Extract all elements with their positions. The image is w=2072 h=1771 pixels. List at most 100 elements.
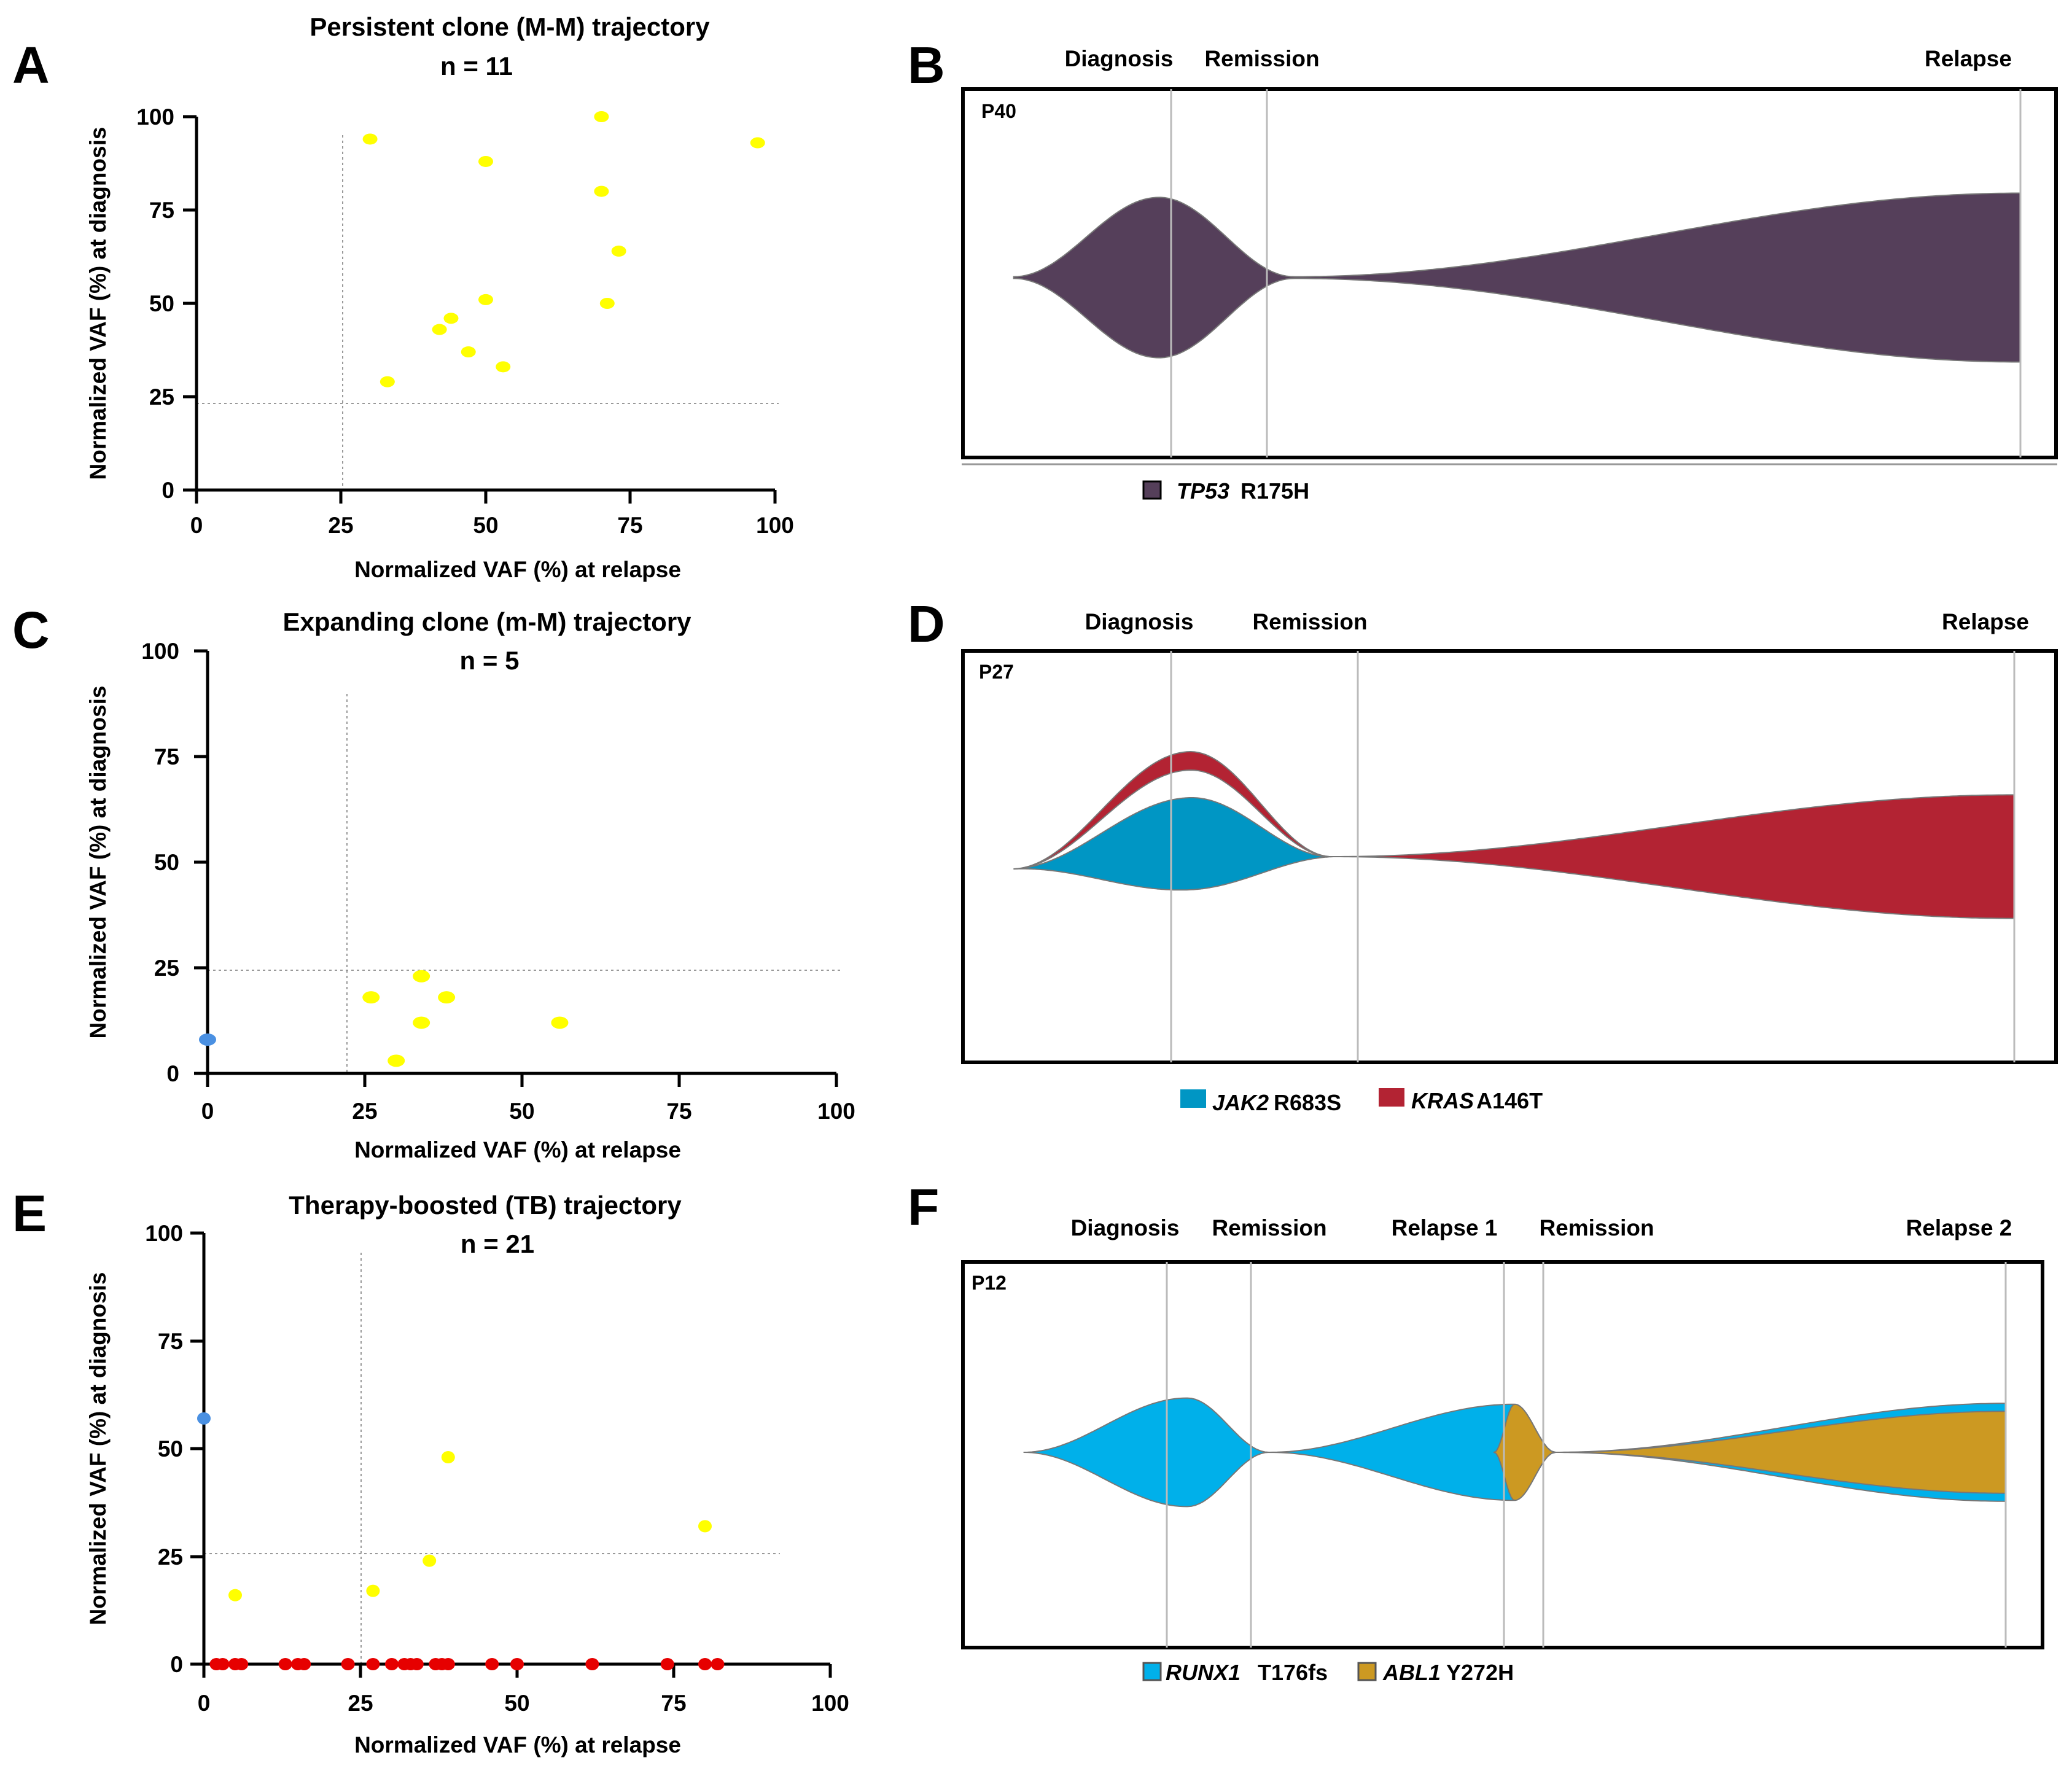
legend-gene-jak2: JAK2 (1212, 1090, 1269, 1115)
data-point-yellow (362, 133, 378, 145)
x-ticks (206, 1073, 838, 1087)
clone-jak2 (1013, 797, 1334, 891)
panel-letter-b: B (908, 36, 945, 94)
data-point-blue (199, 1033, 216, 1046)
data-point-yellow (611, 245, 626, 257)
x-ticks (195, 490, 777, 504)
data-point-red (441, 1658, 455, 1670)
legend-gene-tp53: TP53 (1177, 478, 1229, 504)
data-point-yellow (413, 1016, 430, 1029)
data-point-yellow (698, 1520, 712, 1533)
chart-subtitle: n = 21 (461, 1229, 534, 1258)
clone-tp53 (1013, 192, 2021, 363)
data-point-yellow (438, 991, 456, 1004)
y-axis-label: Normalized VAF (%) at diagnosis (85, 686, 111, 1039)
y-tick-label: 75 (158, 1329, 183, 1354)
data-point-yellow (380, 376, 395, 387)
scatter-panel-expanding: Expanding clone (m-M) trajectory n = 5 0… (85, 607, 855, 1162)
data-point-yellow (413, 970, 430, 983)
x-tick-label: 75 (617, 513, 642, 538)
y-tick-label: 0 (170, 1652, 183, 1677)
data-point-yellow (432, 324, 447, 335)
data-points (197, 1412, 725, 1670)
data-points (199, 970, 569, 1067)
chart-subtitle: n = 5 (460, 646, 520, 675)
legend-variant-tp53: R175H (1240, 478, 1309, 504)
clone-shapes (1023, 1397, 2006, 1508)
data-point-red (410, 1658, 424, 1670)
patient-id: P12 (972, 1272, 1007, 1294)
x-tick-label: 25 (352, 1099, 377, 1124)
fishplot-frame (961, 649, 2058, 1064)
x-tick-label: 100 (756, 513, 794, 538)
x-axis-label: Normalized VAF (%) at relapse (354, 1137, 681, 1162)
data-point-red (660, 1658, 674, 1670)
panel-letter-e: E (12, 1185, 47, 1242)
legend-swatch-runx1 (1142, 1662, 1162, 1681)
x-tick-label: 0 (201, 1099, 214, 1124)
data-point-yellow (551, 1016, 569, 1029)
data-point-yellow (461, 346, 476, 358)
data-point-blue (197, 1412, 211, 1425)
data-point-yellow (478, 294, 493, 305)
legend-swatch-tp53 (1142, 480, 1162, 500)
y-tick-label: 50 (158, 1436, 183, 1462)
x-tick-label: 75 (661, 1691, 686, 1716)
chart-title: Therapy-boosted (TB) trajectory (289, 1191, 682, 1220)
data-point-red (585, 1658, 599, 1670)
legend-variant-runx1: T176fs (1258, 1660, 1328, 1685)
legend-gene-runx1: RUNX1 (1166, 1660, 1240, 1685)
y-tick-label: 25 (158, 1544, 183, 1570)
panel-letter-a: A (12, 36, 50, 94)
fishplot-panel-p40: Diagnosis Remission Relapse P40 TP53 R17… (961, 46, 2058, 504)
y-tick-label: 25 (154, 956, 179, 981)
data-point-yellow (443, 313, 459, 324)
scatter-panel-therapy-boosted: Therapy-boosted (TB) trajectory n = 21 0… (85, 1191, 849, 1757)
chart-title: Expanding clone (m-M) trajectory (282, 607, 691, 636)
y-tick-label: 50 (149, 291, 174, 316)
x-tick-label: 0 (190, 513, 203, 538)
timepoint-label: Relapse (1925, 46, 2012, 71)
data-point-yellow (366, 1584, 380, 1597)
timepoint-label: Relapse 2 (1906, 1215, 2012, 1240)
fishplot-frame (961, 87, 2058, 459)
chart-title: Persistent clone (M-M) trajectory (310, 12, 710, 41)
legend-variant-jak2: R683S (1274, 1090, 1341, 1115)
legend-swatch-abl1 (1357, 1662, 1377, 1681)
data-point-red (341, 1658, 355, 1670)
x-tick-label: 25 (348, 1691, 373, 1716)
data-point-yellow (423, 1554, 437, 1567)
clone-shapes (1013, 192, 2021, 363)
legend-swatch-jak2 (1180, 1089, 1206, 1108)
data-point-yellow (599, 298, 615, 309)
timepoint-label: Remission (1204, 46, 1319, 71)
data-point-yellow (478, 155, 493, 167)
x-tick-label: 100 (811, 1691, 849, 1716)
timepoint-label: Relapse (1942, 609, 2029, 634)
data-point-red (216, 1658, 230, 1670)
scatter-panel-persistent: Persistent clone (M-M) trajectory n = 11… (85, 12, 794, 582)
x-tick-label: 25 (328, 513, 353, 538)
data-point-red (366, 1658, 380, 1670)
x-axis-label: Normalized VAF (%) at relapse (354, 557, 681, 582)
y-axis-label: Normalized VAF (%) at diagnosis (85, 127, 111, 480)
timepoint-label: Remission (1212, 1215, 1326, 1240)
y-tick-label: 0 (162, 478, 174, 503)
timepoint-label: Relapse 1 (1392, 1215, 1498, 1240)
legend-variant-abl1: Y272H (1446, 1660, 1514, 1685)
y-tick-label: 0 (166, 1061, 179, 1086)
data-point-yellow (594, 185, 609, 197)
data-point-red (698, 1658, 712, 1670)
data-point-yellow (362, 991, 380, 1004)
x-tick-label: 50 (509, 1099, 534, 1124)
data-point-red (278, 1658, 292, 1670)
legend: RUNX1 T176fs ABL1 Y272H (1142, 1660, 1514, 1685)
chart-subtitle: n = 11 (440, 52, 513, 80)
data-point-yellow (594, 111, 609, 122)
legend-swatch-kras (1379, 1088, 1404, 1107)
data-point-yellow (388, 1054, 405, 1067)
y-tick-label: 75 (154, 744, 179, 769)
fishplot-frame (961, 1260, 2044, 1649)
x-tick-label: 50 (473, 513, 498, 538)
